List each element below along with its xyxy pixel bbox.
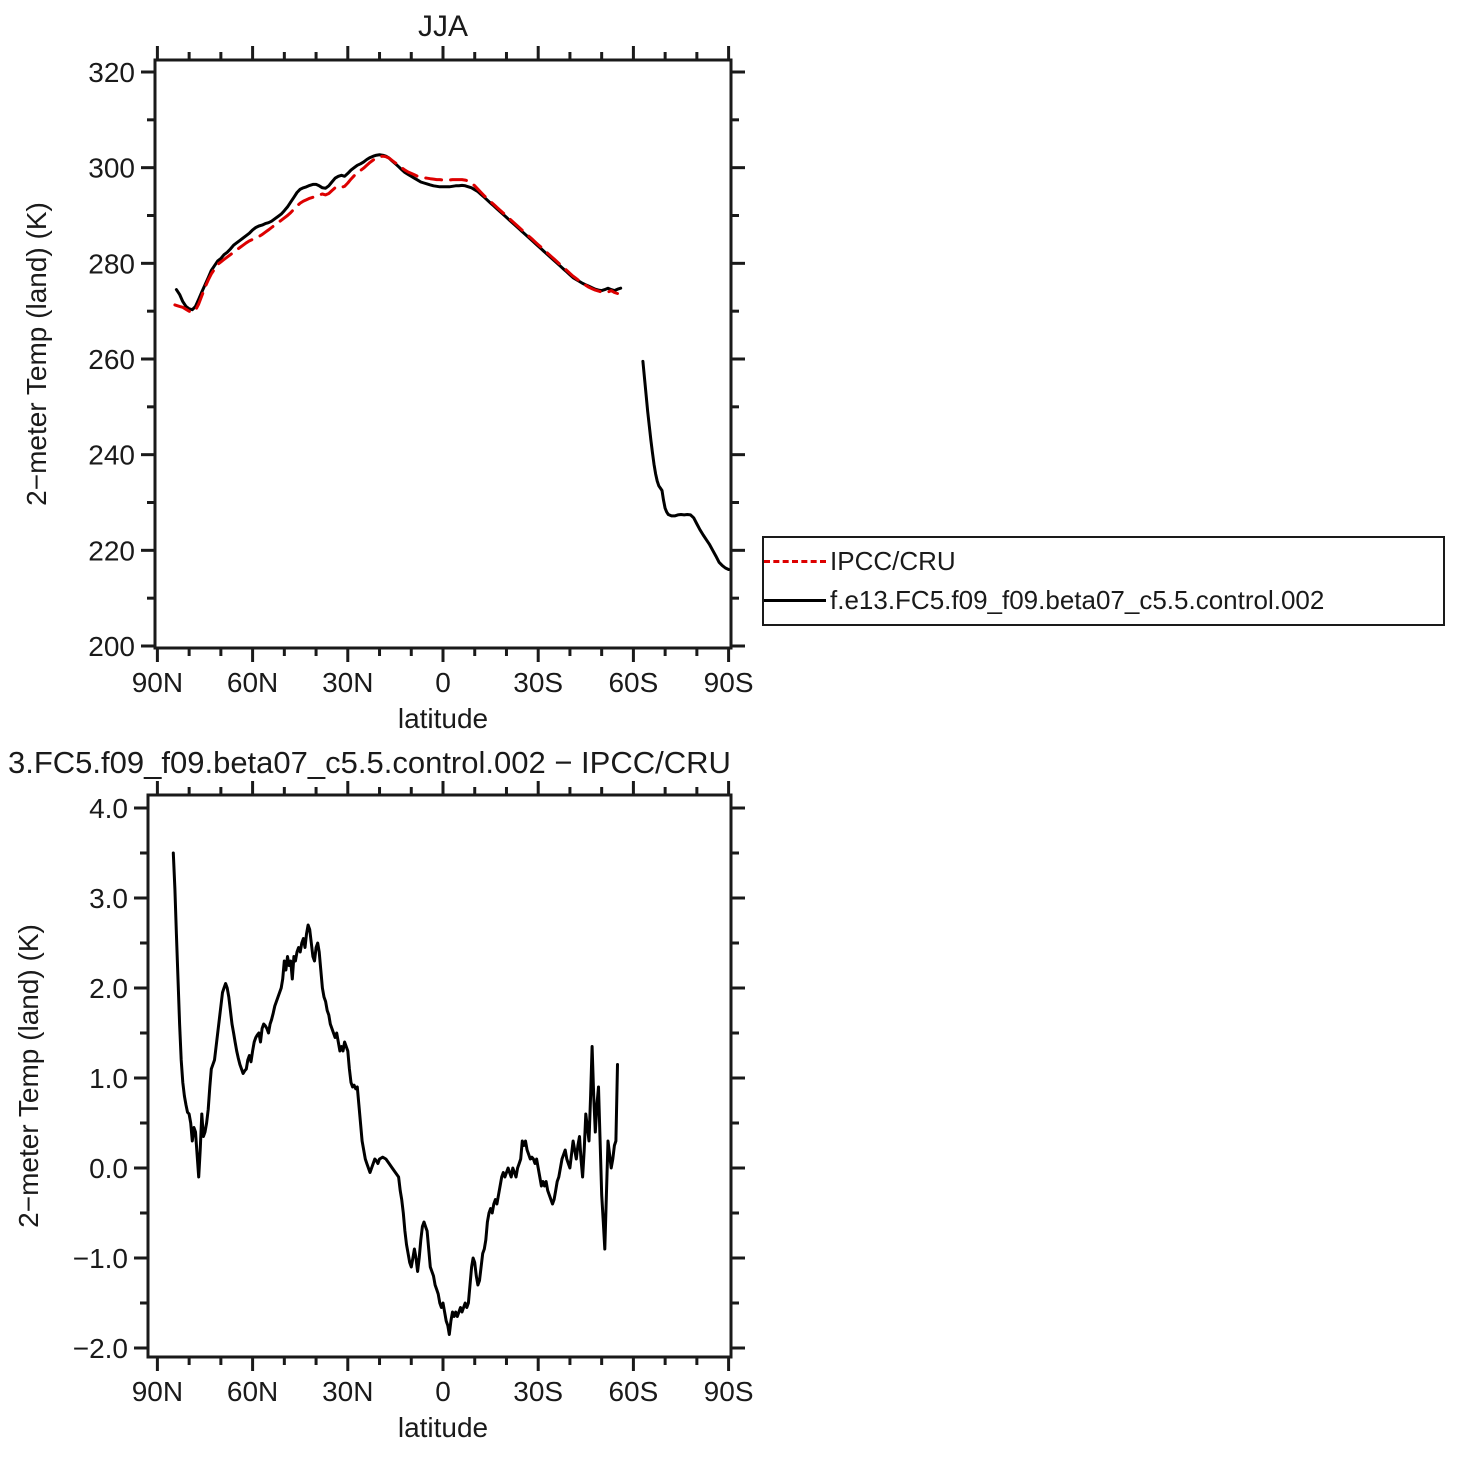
x-tick-label: 90N bbox=[132, 1376, 183, 1407]
y-tick-label: 320 bbox=[88, 57, 135, 88]
x-tick-label: 60N bbox=[227, 667, 278, 698]
y-tick-label: 240 bbox=[88, 440, 135, 471]
y-tick-label: −1.0 bbox=[73, 1243, 128, 1274]
series-line bbox=[171, 851, 619, 1336]
x-tick-label: 30S bbox=[513, 1376, 563, 1407]
model-line-sample-icon bbox=[764, 599, 826, 602]
chart-title: JJA bbox=[418, 10, 468, 43]
x-tick-label: 30S bbox=[513, 667, 563, 698]
y-tick-label: 0.0 bbox=[89, 1153, 128, 1184]
x-tick-label: 90S bbox=[704, 1376, 754, 1407]
y-tick-label: 4.0 bbox=[89, 793, 128, 824]
y-axis-title: 2−meter Temp (land) (K) bbox=[21, 202, 52, 506]
chart-panel-0: 90N 60N 30N 0 30S 60S 90S 200 220 240 260 280 300 320… bbox=[21, 10, 754, 734]
y-axis-title: 2−meter Temp (land) (K) bbox=[13, 924, 44, 1228]
chart-title: 3.FC5.f09_f09.beta07_c5.5.control.002 − … bbox=[8, 745, 731, 780]
y-tick-label: 260 bbox=[88, 344, 135, 375]
x-tick-label: 30N bbox=[322, 1376, 373, 1407]
legend-label-ipcc-cru: IPCC/CRU bbox=[830, 546, 956, 576]
x-tick-label: 60S bbox=[608, 1376, 658, 1407]
x-tick-label: 0 bbox=[435, 1376, 451, 1407]
y-tick-label: 1.0 bbox=[89, 1063, 128, 1094]
legend-label-model: f.e13.FC5.f09_f09.beta07_c5.5.control.00… bbox=[830, 585, 1325, 615]
x-tick-label: 0 bbox=[435, 667, 451, 698]
y-tick-label: 2.0 bbox=[89, 973, 128, 1004]
x-tick-label: 30N bbox=[322, 667, 373, 698]
x-tick-label: 90S bbox=[704, 667, 754, 698]
y-tick-label: 200 bbox=[88, 631, 135, 662]
ipcc-cru-line-sample-icon bbox=[764, 560, 826, 563]
plot-frame bbox=[146, 793, 733, 1359]
x-tick-label: 60S bbox=[608, 667, 658, 698]
x-tick-label: 90N bbox=[132, 667, 183, 698]
x-axis-title: latitude bbox=[398, 1412, 488, 1443]
legend-item-ipcc-cru: IPCC/CRU bbox=[764, 546, 1443, 577]
y-tick-label: 280 bbox=[88, 248, 135, 279]
y-tick-label: 220 bbox=[88, 535, 135, 566]
series-line bbox=[174, 153, 623, 312]
plot-frame bbox=[153, 58, 733, 650]
series-line bbox=[173, 154, 619, 314]
legend: IPCC/CRU f.e13.FC5.f09_f09.beta07_c5.5.c… bbox=[762, 536, 1445, 626]
chart-panel-1: 90N 60N 30N 0 30S 60S 90S −2.0 −1.0 0.0 1.0 2.0 3.0 4… bbox=[8, 745, 754, 1443]
series-line bbox=[641, 359, 731, 571]
x-tick-label: 60N bbox=[227, 1376, 278, 1407]
legend-item-model: f.e13.FC5.f09_f09.beta07_c5.5.control.00… bbox=[764, 585, 1443, 616]
y-tick-label: 300 bbox=[88, 153, 135, 184]
x-axis-title: latitude bbox=[398, 703, 488, 734]
y-tick-label: 3.0 bbox=[89, 883, 128, 914]
y-tick-label: −2.0 bbox=[73, 1333, 128, 1364]
